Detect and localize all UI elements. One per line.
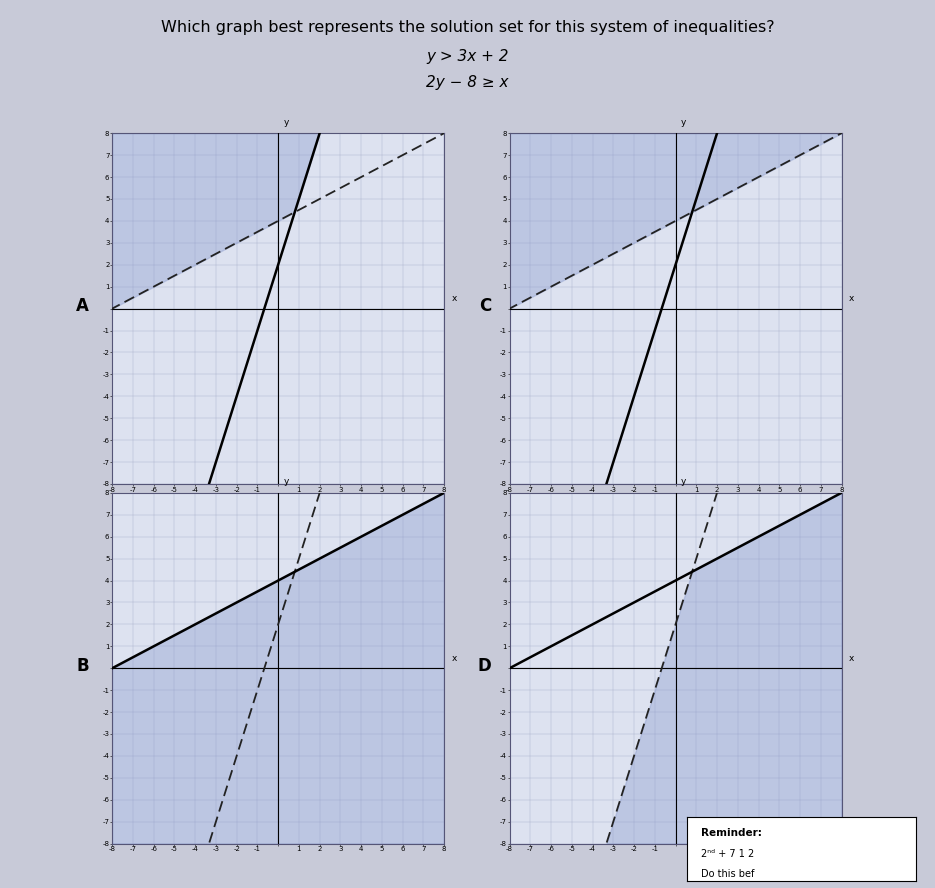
Text: Reminder:: Reminder: bbox=[701, 829, 762, 838]
Text: x: x bbox=[452, 654, 457, 662]
Text: y: y bbox=[681, 478, 686, 487]
Text: x: x bbox=[452, 294, 457, 303]
Text: D: D bbox=[477, 657, 491, 675]
Text: x: x bbox=[849, 294, 855, 303]
Text: A: A bbox=[76, 297, 89, 315]
Text: Do this bef: Do this bef bbox=[701, 869, 755, 879]
Text: Which graph best represents the solution set for this system of inequalities?: Which graph best represents the solution… bbox=[161, 20, 774, 35]
Text: y: y bbox=[681, 118, 686, 127]
Text: y > 3x + 2: y > 3x + 2 bbox=[426, 49, 509, 64]
Text: 2y − 8 ≥ x: 2y − 8 ≥ x bbox=[426, 75, 509, 91]
Text: y: y bbox=[283, 478, 289, 487]
Text: C: C bbox=[479, 297, 491, 315]
Text: 2ⁿᵈ + 7 1 2: 2ⁿᵈ + 7 1 2 bbox=[701, 849, 755, 859]
Text: x: x bbox=[849, 654, 855, 662]
Text: y: y bbox=[283, 118, 289, 127]
Text: B: B bbox=[76, 657, 89, 675]
